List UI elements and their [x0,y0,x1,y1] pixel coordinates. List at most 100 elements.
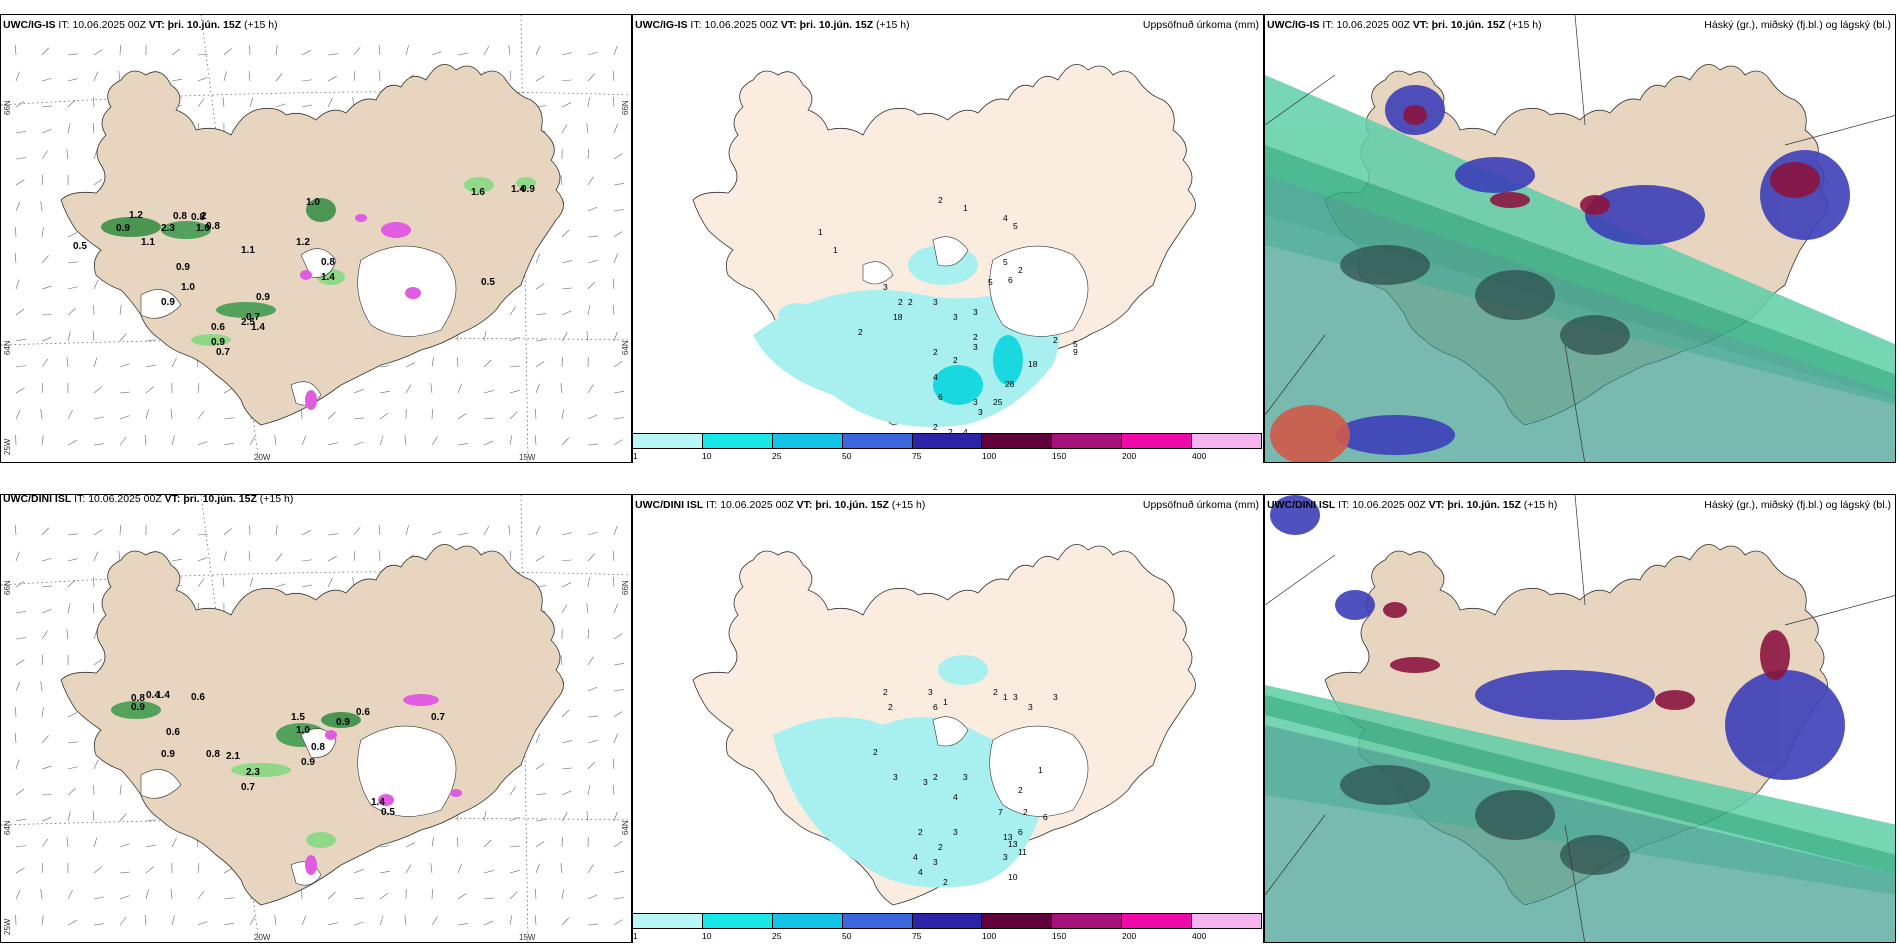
wind-barb [327,533,338,536]
map-value-label: 1.0 [306,197,320,208]
lat-label-64-right: 64N [621,820,630,835]
wind-barb [301,104,312,108]
map-value-label: 18 [893,312,903,322]
map-value-label: 2 [1018,785,1023,795]
wind-barb [353,526,361,536]
wind-barb [249,916,256,926]
wind-value-labels: 0.50.91.22.30.8 0.820.81.01.11.10.91.00.9… [73,184,535,358]
wind-barb [613,45,618,56]
map-value-label: 11 [1018,847,1027,857]
wind-barb [613,576,615,588]
map-value-label: 13 [1008,839,1018,849]
colorbar-segment [1192,914,1262,928]
wind-barb [587,73,595,82]
wind-barb [587,97,590,108]
wind-barb [535,525,541,536]
wind-barb [561,532,572,536]
magenta-patches [300,214,421,410]
wind-barb [535,313,546,316]
map-value-label: 0.8 [311,742,325,753]
map-value-label: 0.7 [216,347,230,358]
wind-barb [457,532,468,536]
wind-barb [613,153,623,160]
wind-barb [535,409,537,420]
wind-barb [353,71,356,82]
wind-barb [587,305,591,316]
wind-barb [93,658,103,666]
wind-barb [223,897,234,900]
wind-barb [145,844,156,848]
map-value-label: 4 [1003,213,1008,223]
precip-colorbar-row2 [632,913,1262,929]
lat-label-64-right: 64N [621,340,630,355]
wind-barb [535,763,545,770]
wind-barb [41,557,52,562]
colorbar-segment [842,434,913,448]
wind-barb [587,443,598,446]
wind-barb [14,45,17,56]
glaciers [862,236,1089,337]
wind-barb [561,52,572,56]
wind-barb [41,838,49,848]
wind-barb [144,435,147,446]
wind-barb [170,409,173,420]
wind-barb [587,864,594,874]
wind-barb [41,77,52,82]
wind-barb [119,415,130,420]
map-value-label: 2 [933,347,938,357]
colorbar-segment [912,914,983,928]
wind-barb [457,836,459,848]
map-value-label: 1 [818,227,823,237]
wind-barb [223,442,234,446]
wind-barb [93,529,103,536]
wind-barb [145,364,156,368]
wind-barb [587,628,589,640]
wind-barb [301,584,312,588]
wind-barb [14,733,17,744]
wind-barb [67,261,78,264]
map-value-label: 4 [963,427,968,437]
wind-barb [535,383,540,394]
wind-barb [41,105,52,108]
wind-barb [561,740,572,744]
map-value-label: 3 [973,307,978,317]
wind-barb [15,71,20,82]
wind-barb [15,889,21,900]
wind-barb [197,890,205,900]
wind-barb [561,812,568,822]
wind-barb [587,577,590,588]
wind-barb [275,553,283,562]
wind-barb [561,260,572,264]
wind-barb [67,232,78,238]
map-value-label: 0.7 [246,312,260,323]
wind-barb [119,813,127,822]
wind-barb [561,332,568,342]
wind-barb [40,409,43,420]
wind-barb [509,390,520,394]
wind-barb [327,555,337,562]
wind-barb [457,863,463,874]
map-value-label: 3 [893,772,898,782]
low-cloud [1270,105,1820,462]
wind-barb [483,526,490,536]
map-value-label: 3 [973,397,978,407]
colorbar-segment [1192,434,1262,448]
map-value-label: 2 [908,297,913,307]
wind-barb [613,183,624,186]
wind-barb [119,391,130,394]
wind-barb [40,201,43,212]
wind-barb [431,51,442,56]
wind-barb [93,896,104,900]
wind-barb [379,365,390,368]
wind-barb [561,409,565,420]
wind-barb [431,837,434,848]
wind-barb [67,741,78,744]
wind-barb [67,811,71,822]
wind-barb [613,841,623,848]
wind-barb [561,310,572,316]
wind-barb [613,96,615,108]
map-value-label: 1.1 [241,245,255,256]
wind-barb [457,356,459,368]
map-value-label: 2 [938,842,943,852]
wind-barb [483,440,494,446]
